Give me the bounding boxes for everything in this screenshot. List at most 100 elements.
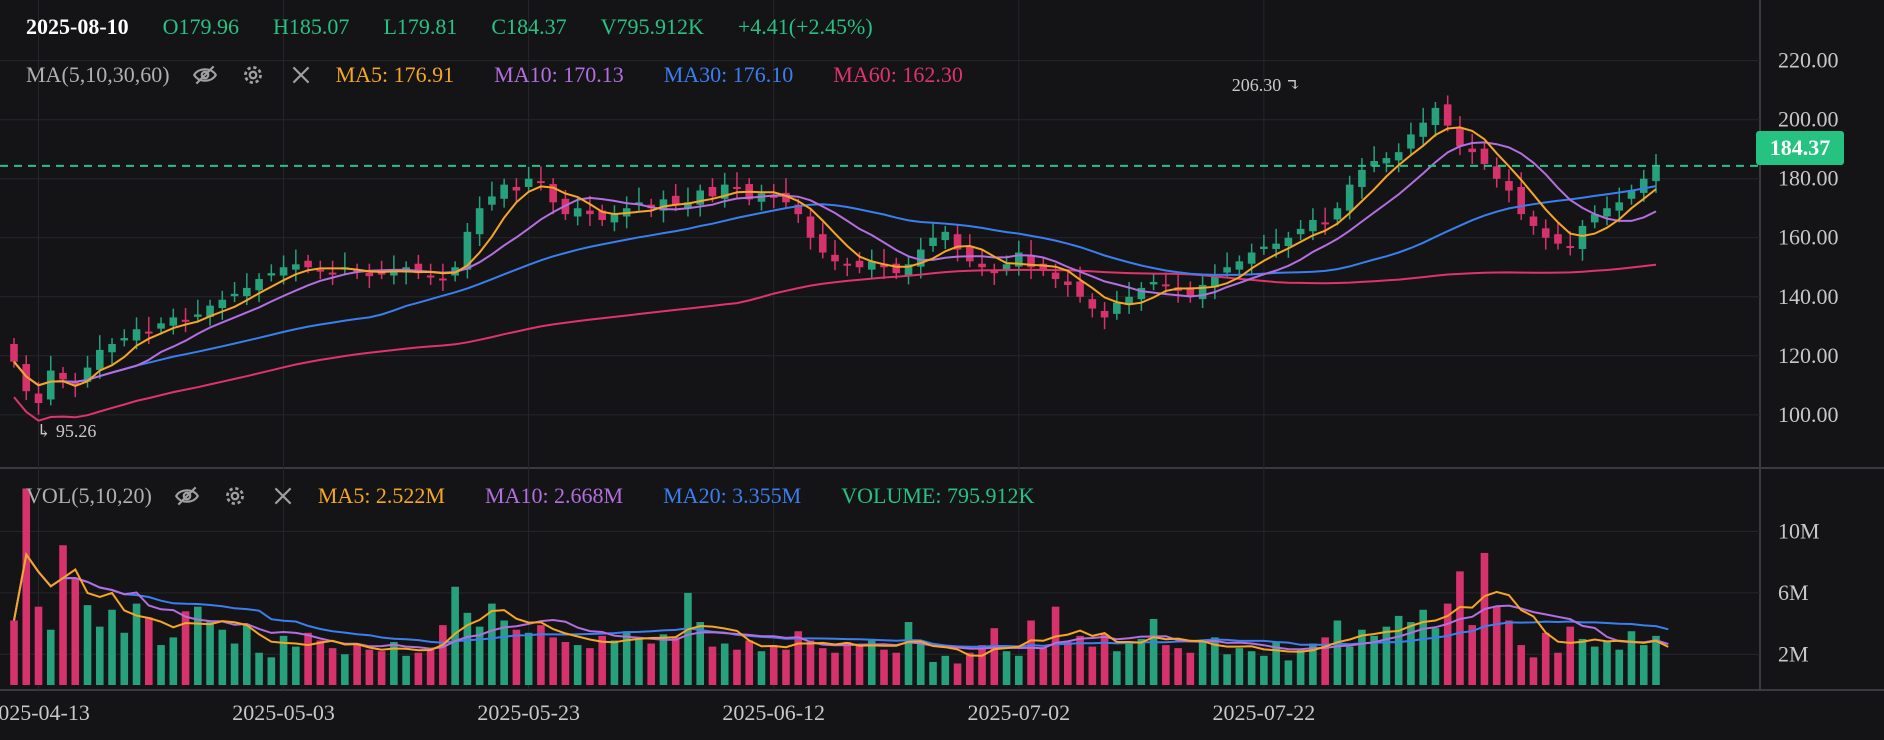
ma5-line [13,126,1657,387]
volume-bar [586,648,594,685]
candle-body [610,214,619,223]
volume-bar [255,652,263,685]
candle-body [279,267,288,276]
candle-body [206,305,214,317]
volume-bar [218,629,227,685]
candle-body [255,279,263,291]
volume-bar [157,645,165,685]
volume-bar [598,635,606,685]
volume-bar [390,642,398,685]
volume-bar [377,651,386,685]
volume-bar [892,652,901,685]
high-annotation: 206.30 ↴ [1232,75,1301,95]
volume-bar [733,649,741,685]
candle-body [806,216,815,238]
volume-value: VOLUME: 795.912K [841,483,1035,508]
volume-bar [10,620,18,685]
volume-bar [561,642,570,685]
volume-bar [671,637,680,685]
header-date: 2025-08-10 [26,14,129,39]
volume-bar [328,648,337,685]
volume-bar [1554,652,1562,685]
eye-off-icon[interactable] [174,483,200,509]
candle-body [243,287,251,297]
candle-body [794,204,803,215]
ma30-line [13,185,1657,387]
candle-body [1468,148,1476,153]
volume-bar [990,628,999,685]
candle-body [120,338,129,341]
candle-body [1603,208,1611,217]
ma5-value: MA5: 176.91 [335,62,455,87]
header-low: L179.81 [383,14,458,39]
eye-off-icon[interactable] [192,62,218,88]
volume-bar [978,645,986,685]
candle-body [1431,107,1440,125]
candle-body [1492,166,1501,179]
volume-bar [1468,625,1476,685]
volume-bar [965,652,974,685]
volume-bar [1211,637,1219,685]
close-icon[interactable] [288,62,314,88]
price-tick-label: 160.00 [1778,225,1839,250]
candle-body [1211,276,1219,288]
candle-body [1223,267,1231,273]
volume-bar [782,649,790,685]
volume-bar [696,622,705,685]
volume-bar [1443,603,1452,685]
volume-tick-label: 10M [1778,518,1820,543]
candle-body [1627,190,1636,199]
volume-bar [451,586,459,685]
time-tick-label: 2025-07-22 [1213,700,1316,725]
candle-body [1333,208,1342,220]
ma60-value: MA60: 162.30 [833,62,963,87]
candle-body [782,192,790,203]
vol-ma20-value: MA20: 3.355M [663,483,802,508]
volume-bar [1284,660,1293,685]
close-icon[interactable] [270,483,296,509]
candle-body [365,272,374,277]
candle-body [843,263,852,266]
volume-bar [1492,606,1501,685]
volume-bar [1076,635,1084,685]
volume-bar [843,642,852,685]
volume-bar [806,640,815,685]
volume-bar [1370,635,1378,685]
volume-bar [867,638,876,685]
price-tick-label: 140.00 [1778,284,1839,309]
candle-body [1541,228,1550,238]
volume-bar [1223,654,1231,685]
candle-body [71,381,80,386]
time-tick-label: 2025-07-02 [967,700,1070,725]
volume-bar [120,632,129,685]
volume-bar [304,632,312,685]
volume-bar [365,649,374,685]
volume-bar [194,606,202,685]
candle-body [1456,127,1464,147]
gear-icon[interactable] [240,62,266,88]
candle-body [1370,161,1378,167]
candle-body [1027,254,1035,268]
candle-body [684,202,692,208]
candle-body [1247,252,1256,264]
volume-bar [818,648,827,685]
gear-icon[interactable] [222,483,248,509]
volume-bar [708,646,717,685]
volume-bar [1064,642,1072,685]
candle-body [353,269,361,272]
candle-body [1235,261,1244,270]
candle-body [292,264,300,270]
volume-bar [108,609,116,685]
candle-body [573,208,582,217]
candle-body [500,184,508,199]
volume-bar [279,635,288,685]
volume-bar [488,603,496,685]
volume-bar [243,625,251,685]
candle-body [671,195,680,206]
volume-bar [46,629,55,685]
candle-body [965,246,974,262]
candle-body [512,186,521,191]
candle-body [1113,302,1121,314]
ma30-value: MA30: 176.10 [663,62,794,87]
